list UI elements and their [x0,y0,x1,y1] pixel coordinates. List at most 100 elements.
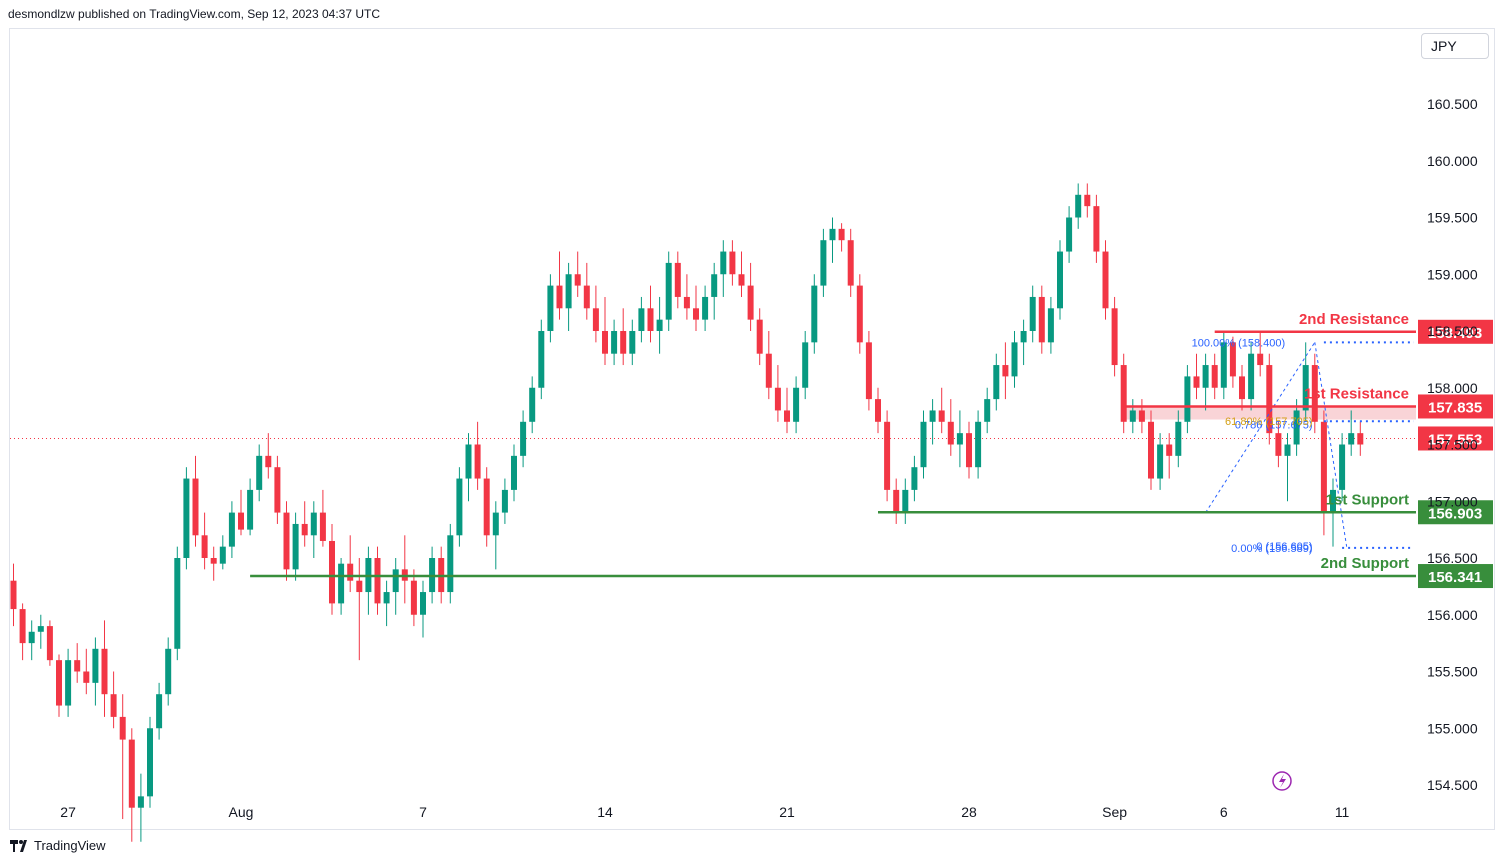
candle-body [83,671,90,683]
candle-body [456,478,463,536]
candle-body [1284,444,1291,456]
candle-body [1057,251,1063,309]
candle-body [1229,342,1236,377]
candle-body [46,626,53,661]
price-tag-value: 156.903 [1428,505,1482,522]
candle [1229,336,1236,388]
candle [83,648,90,695]
candle-body [292,523,299,570]
candle-body [501,489,508,513]
resistance-level-name: 1st Resistance [1304,385,1409,402]
candle [128,728,135,842]
candle [1193,353,1200,400]
candle [1038,285,1045,354]
x-tick-label: Aug [229,804,254,820]
candle [1084,183,1091,218]
price-tag [1418,500,1493,525]
candle-body [374,558,381,604]
tradingview-footer[interactable]: TradingView [10,838,106,853]
candle [756,308,763,366]
candle [1029,285,1036,343]
price-tag [1418,564,1493,589]
candle [1102,240,1109,320]
candle-body [1257,353,1264,366]
candle [1257,331,1264,377]
candle [110,671,117,729]
candle-body [920,421,927,468]
candle [793,376,800,434]
candle-body [1275,433,1282,456]
candle [356,558,363,661]
candle [1202,353,1209,411]
candle [474,421,481,490]
candle-body [101,648,108,695]
candle [529,376,536,434]
candle-body [228,512,235,547]
y-tick-label: 156.000 [1427,607,1478,623]
candle [456,467,463,547]
candle [147,716,153,808]
candle [975,410,982,479]
candle-body [993,365,1000,400]
candle [1184,365,1191,434]
x-tick-label: 28 [961,804,977,820]
x-tick-label: Sep [1102,804,1127,820]
candle-body [1038,296,1045,343]
candle [1275,421,1282,468]
candle-body [1302,365,1309,411]
candle-body [156,694,163,729]
candle [92,637,99,706]
y-tick-label: 156.500 [1427,550,1478,566]
candle-body [1093,206,1100,252]
candle-body [793,387,800,422]
candle-body [1266,365,1273,434]
candle [683,274,690,320]
candle [647,285,654,343]
candle [938,387,945,434]
candle [920,410,927,479]
candle-body [720,251,727,275]
lightning-icon-ring [1272,771,1292,791]
candle [420,580,426,638]
support-level-name: 2nd Support [1321,555,1409,572]
candle-body [1193,376,1200,388]
candle-body [247,489,254,530]
candle-body [119,716,126,740]
candle-body [37,626,44,632]
candle-body [1020,331,1027,343]
candle-body [238,512,244,530]
candle [319,489,326,547]
candle [338,558,345,615]
candle [28,620,35,661]
candle [1093,194,1100,263]
candle-body [884,421,891,490]
candle-body [938,410,945,422]
resistance-level-name: 2nd Resistance [1299,311,1409,328]
currency-button[interactable]: JPY [1421,33,1489,59]
candle-body [1293,410,1300,445]
candle-body [1220,342,1227,388]
candle-body [1348,433,1355,445]
candle [583,262,590,320]
candle-body [847,240,854,286]
candle-body [10,580,17,610]
candle [1266,353,1273,445]
candle-body [665,262,672,320]
candle [1239,365,1245,411]
y-tick-label: 157.000 [1427,493,1478,509]
y-tick-label: 160.500 [1427,96,1478,112]
fib-label: 100.00% (158.400) [1192,337,1286,349]
candle-body [947,421,954,445]
candle-body [265,455,272,468]
candle-body [338,563,345,604]
candle [156,682,163,740]
candle-body [1011,342,1018,377]
candle [1348,410,1355,456]
candle [993,353,1000,411]
lightning-icon[interactable] [1272,771,1292,791]
candle-body [201,535,208,558]
candle-body [956,433,963,445]
candle [492,501,499,570]
candle-body [1066,217,1073,252]
